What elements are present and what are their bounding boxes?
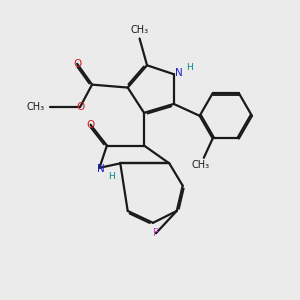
Text: H: H: [108, 172, 115, 181]
Text: CH₃: CH₃: [26, 102, 45, 112]
Text: CH₃: CH₃: [130, 25, 149, 34]
Text: O: O: [73, 59, 81, 69]
Text: O: O: [86, 120, 95, 130]
Text: H: H: [186, 63, 193, 72]
Text: O: O: [76, 102, 84, 112]
Text: CH₃: CH₃: [192, 160, 210, 170]
Text: N: N: [175, 68, 183, 78]
Text: N: N: [97, 164, 105, 174]
Text: F: F: [153, 228, 159, 238]
